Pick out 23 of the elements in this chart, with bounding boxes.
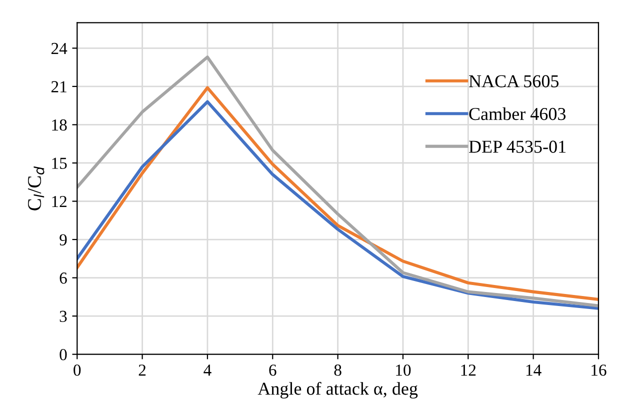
legend-label: NACA 5605 (468, 75, 559, 88)
y-tick-label: 18 (52, 119, 67, 131)
x-tick-label: 12 (461, 364, 476, 376)
x-tick-label: 4 (204, 364, 212, 376)
x-tick-label: 8 (334, 364, 342, 376)
x-axis-title: Angle of attack α, deg (258, 382, 418, 399)
y-tick-label: 15 (52, 158, 67, 169)
y-tick-label: 21 (51, 81, 66, 92)
y-tick-label: 24 (51, 42, 68, 54)
x-tick-label: 0 (74, 364, 81, 376)
x-tick-label: 6 (269, 364, 276, 376)
x-tick-label: 14 (526, 364, 542, 376)
x-tick-label: 16 (592, 364, 606, 376)
x-tick-label: 2 (138, 364, 146, 376)
y-axis-title: C$_{l}$/C$_{d}$ (28, 166, 44, 210)
y-tick-label: 3 (60, 310, 67, 322)
y-tick-label: 9 (60, 234, 67, 246)
y-tick-label: 6 (60, 272, 67, 284)
y-tick-label: 12 (52, 196, 66, 208)
legend-label: DEP 4535-01 (468, 140, 566, 153)
x-tick-label: 10 (396, 364, 411, 376)
y-tick-label: 0 (60, 349, 67, 360)
legend-label: Camber 4603 (469, 107, 566, 120)
